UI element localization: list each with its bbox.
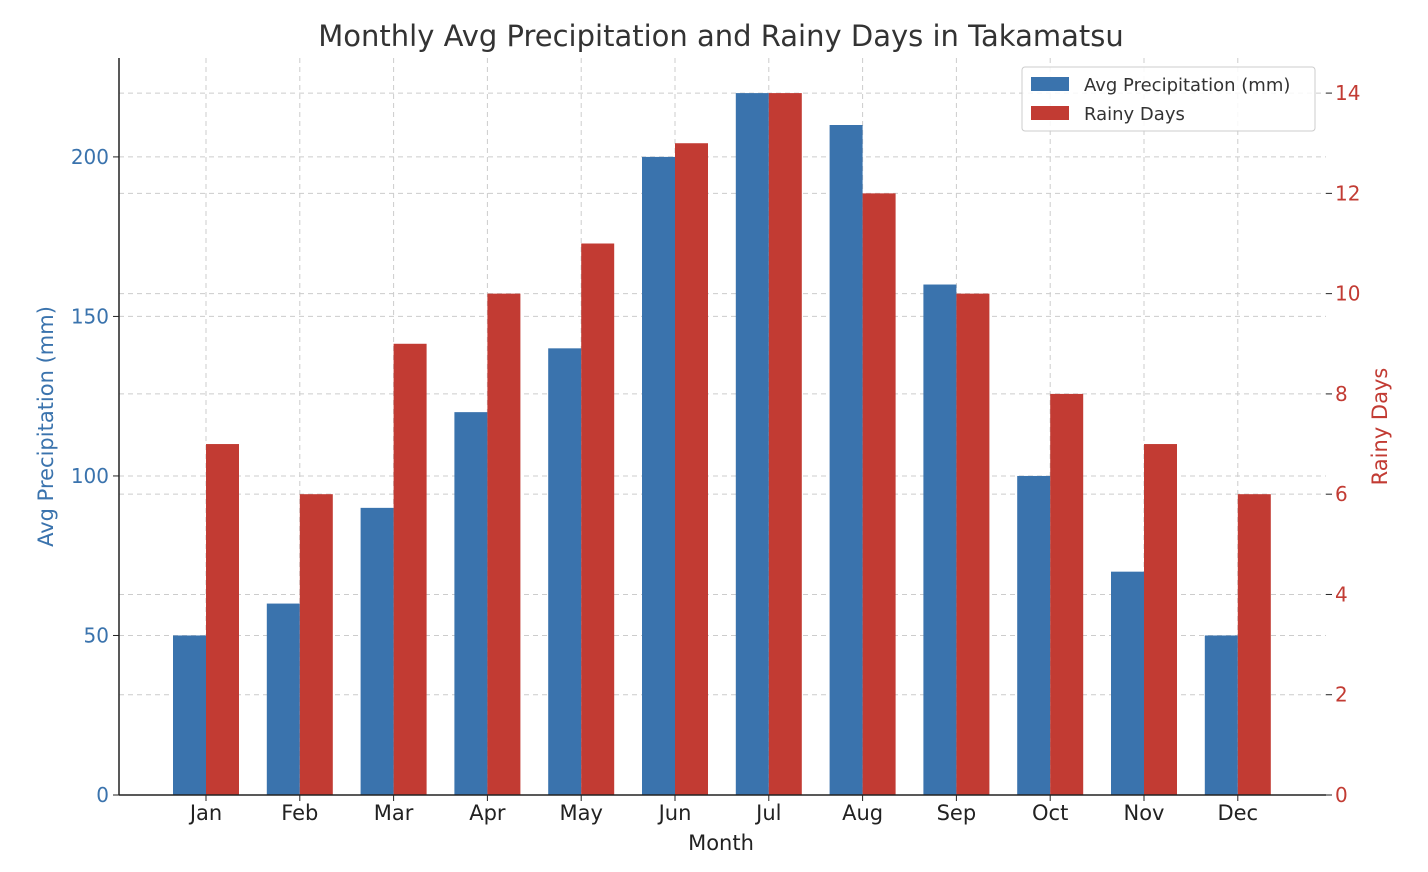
x-tick-label: Dec [1217, 801, 1258, 825]
x-tick-label: Oct [1032, 801, 1068, 825]
bar-rainy-days-aug [862, 193, 896, 796]
y-right-tick-label: 10 [1335, 282, 1360, 306]
bar-precipitation-apr [454, 412, 488, 795]
bar-rainy-days-may [581, 243, 615, 795]
bar-precipitation-nov [1111, 571, 1144, 795]
bar-precipitation-mar [360, 507, 394, 795]
x-tick-label: Jun [657, 801, 692, 825]
x-tick-label: May [559, 801, 602, 825]
bar-rainy-days-oct [1050, 393, 1084, 795]
bar-rainy-days-jan [206, 444, 239, 795]
x-tick-label: Feb [281, 801, 318, 825]
bar-rainy-days-jun [675, 143, 708, 795]
bars-layer [173, 93, 1271, 796]
bar-precipitation-jul [735, 93, 769, 796]
bar-rainy-days-nov [1144, 444, 1177, 795]
bar-precipitation-feb [266, 603, 300, 795]
x-tick-label: Nov [1124, 801, 1165, 825]
chart-title: Monthly Avg Precipitation and Rainy Days… [318, 19, 1124, 53]
x-tick-label: Mar [374, 801, 414, 825]
ticks-layer: Jan Feb Mar Apr May Jun Jul Aug Sep Oct Nov Dec 0 50 1… [71, 81, 1361, 825]
y-axis-left-label: Avg Precipitation (mm) [34, 306, 58, 547]
bar-precipitation-aug [829, 125, 863, 795]
legend-label-rainy-days: Rainy Days [1084, 104, 1185, 125]
y-right-tick-label: 8 [1335, 382, 1348, 406]
axes-layer [118, 58, 1326, 796]
y-left-tick-label: 0 [96, 783, 109, 807]
y-left-tick-label: 200 [71, 145, 109, 169]
y-right-tick-label: 2 [1335, 683, 1348, 707]
y-right-tick-label: 14 [1335, 81, 1360, 105]
x-tick-label: Jul [754, 801, 781, 825]
bar-precipitation-sep [923, 284, 957, 795]
y-right-tick-label: 6 [1335, 482, 1348, 506]
legend-swatch-precipitation [1031, 77, 1069, 91]
y-right-tick-label: 4 [1335, 582, 1348, 606]
bar-rainy-days-jul [768, 93, 802, 796]
legend-swatch-rainy-days [1031, 106, 1069, 120]
y-right-tick-label: 0 [1335, 783, 1348, 807]
x-tick-label: Sep [937, 801, 977, 825]
bar-precipitation-oct [1017, 475, 1051, 795]
x-tick-label: Aug [842, 801, 883, 825]
x-axis-label: Month [688, 831, 754, 855]
bar-rainy-days-dec [1237, 494, 1271, 795]
bar-rainy-days-sep [956, 293, 990, 795]
bar-precipitation-dec [1204, 635, 1238, 795]
bar-precipitation-may [548, 348, 582, 795]
y-axis-right-label: Rainy Days [1368, 368, 1392, 486]
legend-frame [1021, 66, 1316, 132]
y-left-tick-label: 100 [71, 464, 109, 488]
bar-rainy-days-mar [393, 343, 427, 795]
bar-rainy-days-feb [299, 494, 333, 795]
bar-rainy-days-apr [487, 293, 521, 795]
legend: Avg Precipitation (mm) Rainy Days [1021, 66, 1316, 132]
bar-precipitation-jun [642, 156, 675, 795]
y-left-tick-label: 50 [84, 623, 109, 647]
y-right-tick-label: 12 [1335, 181, 1360, 205]
bar-precipitation-jan [173, 635, 206, 795]
x-tick-label: Apr [469, 801, 506, 825]
y-left-tick-label: 150 [71, 304, 109, 328]
x-tick-label: Jan [188, 801, 222, 825]
legend-label-precipitation: Avg Precipitation (mm) [1084, 75, 1290, 96]
